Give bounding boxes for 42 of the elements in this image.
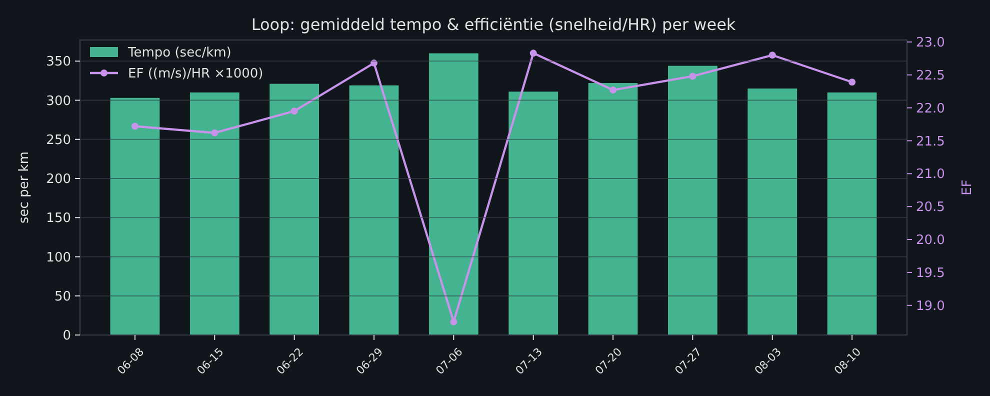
point [530,50,537,57]
point [848,78,856,86]
legend-label: EF ((m/s)/HR ×1000) [128,66,264,82]
y-axis-title: sec per km [17,152,32,224]
bar [270,84,320,335]
y2-tick-label: 22.0 [916,101,945,116]
point [689,72,696,80]
y-tick-label: 50 [54,289,71,304]
y2-tick-label: 19.5 [916,266,945,281]
y2-tick-label: 23.0 [916,36,945,51]
y-tick-label: 100 [46,250,71,266]
bar [349,85,399,335]
y-tick-label: 350 [46,54,71,70]
chart-title: Loop: gemiddeld tempo & efficiëntie (snelheid/HR) per week [251,15,736,34]
point [610,86,617,94]
y-tick-label: 250 [46,132,71,148]
y2-tick-label: 20.0 [916,233,945,248]
legend-label: Tempo (sec/km) [127,46,232,61]
point [290,108,298,115]
y2-tick-label: 20.5 [916,200,945,216]
y2-tick-label: 19.0 [916,298,945,314]
bar [508,92,558,335]
point [211,129,218,136]
y-tick-label: 150 [46,211,71,226]
point [768,52,776,59]
y2-tick-label: 22.5 [916,68,945,84]
y2-axis-title: EF [960,180,975,196]
point [131,122,138,130]
y-tick-label: 200 [46,172,71,188]
point [370,60,378,67]
bar [827,92,877,335]
bar [668,66,718,335]
bar [428,53,478,335]
bar [588,83,638,335]
bar [110,98,160,335]
bar [748,88,798,335]
y-tick-label: 300 [46,94,71,109]
y2-tick-label: 21.0 [916,167,945,182]
y2-tick-label: 21.5 [916,134,945,150]
point [450,318,458,326]
bar [190,92,240,335]
y-tick-label: 0 [62,328,71,344]
